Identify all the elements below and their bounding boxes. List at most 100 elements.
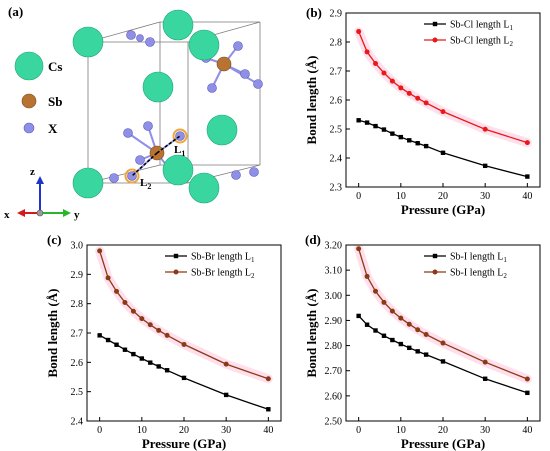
bond-l2-marker bbox=[131, 152, 158, 177]
data-point-square bbox=[415, 141, 420, 146]
data-point-circle bbox=[223, 361, 229, 367]
data-point-square bbox=[525, 174, 530, 179]
cs-legend-swatch bbox=[14, 51, 44, 81]
data-point-circle bbox=[147, 322, 153, 328]
legend-label: Sb-Br length L1 bbox=[191, 252, 255, 265]
x-tick-label: 30 bbox=[480, 191, 490, 202]
sb-x-bonds bbox=[127, 45, 259, 177]
y-tick-label: 2.4 bbox=[71, 417, 84, 428]
data-point-circle bbox=[398, 85, 404, 91]
data-point-circle bbox=[114, 288, 120, 294]
z-axis-label: z bbox=[30, 166, 35, 178]
y-tick-label: 2.6 bbox=[71, 358, 84, 369]
x-tick-label: 30 bbox=[221, 425, 231, 436]
data-point-square bbox=[364, 322, 370, 327]
data-point-square bbox=[407, 345, 412, 351]
legend-label: Sb-Cl length L1 bbox=[450, 20, 513, 33]
data-point-square bbox=[381, 127, 387, 132]
data-point-circle bbox=[440, 340, 446, 346]
y-tick-label: 3.20 bbox=[325, 241, 343, 252]
y-tick-label: 2.6 bbox=[330, 96, 343, 107]
y-tick-label: 2.9 bbox=[330, 9, 343, 20]
bond-length-chart-i: (d) 0 10 20 30 40 2.50 2.60 2.70 2.80 2.90 3.00 3.10… bbox=[304, 232, 541, 451]
data-point-square bbox=[525, 390, 530, 396]
x-tick-label: 20 bbox=[179, 425, 189, 436]
legend-label: Sb-I length L2 bbox=[450, 268, 507, 281]
data-point-square bbox=[148, 360, 153, 365]
data-point-square bbox=[373, 123, 378, 129]
y-tick-label: 2.7 bbox=[330, 67, 343, 78]
crystal-structure-panel: (a) bbox=[4, 4, 263, 221]
data-point-circle bbox=[156, 327, 162, 333]
data-point-circle bbox=[122, 299, 128, 305]
sb-legend-label: Sb bbox=[48, 94, 62, 109]
legend-marker bbox=[173, 253, 179, 259]
data-point-circle bbox=[406, 90, 412, 96]
panel-label: (d) bbox=[305, 232, 321, 247]
legend-marker bbox=[173, 269, 179, 275]
x-legend-label: X bbox=[48, 121, 58, 136]
data-point-circle bbox=[524, 376, 530, 382]
legend-marker bbox=[432, 37, 438, 43]
data-point-square bbox=[356, 118, 361, 123]
y-tick-label: 2.4 bbox=[330, 154, 343, 165]
y-tick-label: 2.60 bbox=[325, 391, 343, 402]
legend-label: Sb-I length L1 bbox=[450, 252, 507, 265]
series-line-2 bbox=[99, 250, 269, 380]
y-tick-label: 3.00 bbox=[325, 291, 343, 302]
data-point-circle bbox=[356, 29, 362, 35]
data-point-square bbox=[423, 352, 429, 357]
x-tick-label: 0 bbox=[97, 425, 102, 436]
y-tick-label: 2.5 bbox=[330, 125, 343, 136]
y-axis-title: Bond length (Å) bbox=[45, 289, 60, 378]
x-tick-label: 40 bbox=[522, 425, 532, 436]
series-glow bbox=[354, 27, 532, 148]
data-point-square bbox=[398, 134, 404, 140]
data-point-circle bbox=[105, 275, 111, 281]
series-line-2 bbox=[358, 248, 528, 380]
data-point-square bbox=[423, 143, 429, 149]
y-tick-label: 2.70 bbox=[325, 366, 343, 377]
data-point-square bbox=[97, 333, 102, 338]
data-point-square bbox=[407, 138, 412, 143]
data-point-square bbox=[356, 313, 361, 319]
data-point-square bbox=[156, 364, 161, 369]
series-line-2 bbox=[358, 31, 528, 144]
x-axis-title: Pressure (GPa) bbox=[401, 436, 485, 451]
data-point-circle bbox=[398, 315, 404, 321]
data-point-circle bbox=[389, 308, 395, 314]
x-tick-label: 10 bbox=[396, 191, 406, 202]
data-point-square bbox=[398, 341, 404, 347]
bond-length-chart-br: (c) 0 10 20 30 40 2.4 2.5 2.6 2.7 2.8 2.9 3.0 Pressur… bbox=[45, 232, 282, 451]
data-point-circle bbox=[181, 341, 187, 347]
y-tick-label: 2.50 bbox=[325, 417, 343, 428]
data-point-circle bbox=[482, 359, 488, 365]
data-point-square bbox=[114, 342, 119, 347]
data-point-square bbox=[390, 131, 395, 136]
data-point-square bbox=[415, 349, 420, 354]
data-point-circle bbox=[373, 60, 379, 66]
x-tick-label: 20 bbox=[438, 425, 448, 436]
legend-marker bbox=[432, 253, 438, 259]
x-legend-swatch bbox=[23, 122, 35, 134]
x-tick-label: 40 bbox=[522, 191, 532, 202]
panel-label: (b) bbox=[306, 5, 322, 20]
y-tick-label: 2.80 bbox=[325, 341, 343, 352]
data-point-square bbox=[440, 359, 446, 364]
data-point-circle bbox=[364, 273, 370, 279]
data-point-circle bbox=[482, 126, 488, 132]
panel-label: (c) bbox=[47, 232, 61, 247]
series-line-1 bbox=[358, 315, 528, 394]
data-point-circle bbox=[423, 100, 429, 106]
x-tick-label: 30 bbox=[480, 425, 490, 436]
y-tick-label: 3.0 bbox=[71, 241, 84, 252]
x-tick-label: 20 bbox=[438, 191, 448, 202]
y-tick-label: 2.8 bbox=[330, 38, 343, 49]
y-axis-title: Bond length (Å) bbox=[304, 56, 319, 145]
data-point-circle bbox=[373, 288, 379, 294]
data-point-circle bbox=[139, 316, 145, 322]
x-tick-label: 40 bbox=[263, 425, 273, 436]
cs-atoms bbox=[72, 9, 238, 204]
data-point-circle bbox=[364, 49, 370, 55]
